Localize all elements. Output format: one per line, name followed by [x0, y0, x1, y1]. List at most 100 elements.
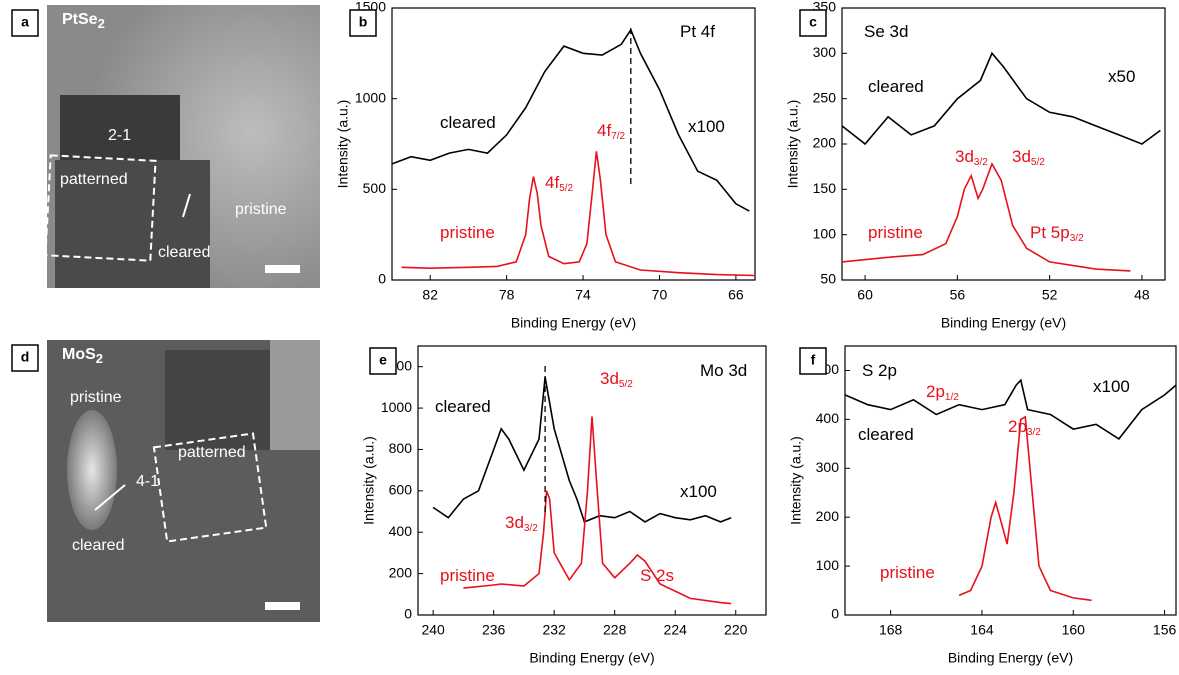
annotation: cleared — [868, 77, 924, 96]
spectrum-line — [463, 416, 732, 605]
annotation: cleared — [858, 425, 914, 444]
annotation-sub: 1/2 — [945, 392, 959, 403]
y-tick-label: 300 — [816, 459, 840, 475]
y-tick-label: 1000 — [355, 89, 386, 105]
panel-label: a — [21, 14, 29, 30]
y-tick-label: 100 — [813, 225, 837, 241]
annotation-sub: 5/2 — [1031, 157, 1045, 168]
annotation-text: S 2s — [640, 566, 674, 585]
annotation-text: x100 — [680, 482, 717, 501]
annotation-sub: 5/2 — [559, 183, 573, 194]
x-tick-label: 236 — [482, 622, 506, 638]
spectrum-line — [391, 28, 750, 212]
annotation-sub: 3/2 — [1070, 233, 1084, 244]
y-tick-label: 100 — [816, 557, 840, 573]
y-tick-label: 400 — [816, 410, 840, 426]
y-tick-label: 1000 — [381, 399, 412, 415]
x-tick-label: 82 — [422, 287, 438, 303]
y-tick-label: 300 — [813, 44, 837, 60]
annotation-sub: 3/2 — [524, 523, 538, 534]
region-label: patterned — [60, 171, 128, 188]
region-label: cleared — [158, 244, 210, 261]
x-tick-label: 232 — [542, 622, 566, 638]
plot-frame — [391, 7, 756, 281]
panel-title: PtSe2 — [62, 11, 105, 31]
annotation-sub: 3/2 — [974, 157, 988, 168]
title-sub: 2 — [96, 351, 103, 366]
annotation-text: pristine — [440, 223, 495, 242]
annotation-text: pristine — [440, 566, 495, 585]
marker-label: 4-1 — [136, 473, 159, 490]
annotation-sub: 5/2 — [619, 379, 633, 390]
y-tick-label: 0 — [404, 606, 412, 622]
bright-region — [67, 410, 117, 530]
annotation-text: cleared — [858, 425, 914, 444]
annotation-text: S 2p — [862, 361, 897, 380]
x-tick-label: 56 — [950, 287, 966, 303]
annotation: Mo 3d — [700, 361, 747, 380]
annotation-text: Mo 3d — [700, 361, 747, 380]
y-axis-label: Intensity (a.u.) — [788, 436, 804, 525]
annotation: Se 3d — [864, 22, 908, 41]
y-axis-label: Intensity (a.u.) — [335, 100, 351, 189]
arrow — [182, 193, 191, 218]
y-tick-label: 0 — [831, 606, 839, 622]
x-tick-label: 52 — [1042, 287, 1058, 303]
y-tick-label: 250 — [813, 89, 837, 105]
x-tick-label: 78 — [499, 287, 515, 303]
annotation-text: 2p — [1008, 417, 1027, 436]
panel-label-box — [799, 9, 827, 37]
panel-title: MoS2 — [62, 346, 103, 366]
annotation: 3d5/2 — [600, 369, 633, 389]
annotation: 3d5/2 — [1012, 147, 1045, 167]
title-text: PtSe — [62, 11, 98, 28]
y-tick-label: 150 — [813, 180, 837, 196]
annotation: x100 — [688, 117, 725, 136]
x-tick-label: 168 — [879, 622, 903, 638]
annotation: pristine — [880, 563, 935, 582]
flake-region — [55, 160, 210, 288]
x-tick-label: 74 — [575, 287, 591, 303]
spectrum-line — [841, 51, 1161, 146]
annotation-text: 3d — [600, 369, 619, 388]
y-tick-label: 0 — [378, 271, 386, 287]
y-tick-label: 800 — [389, 440, 413, 456]
annotation-text: 4f — [597, 121, 611, 140]
y-tick-label: 50 — [820, 271, 836, 287]
annotation-text: cleared — [440, 113, 496, 132]
annotation-text: x100 — [1093, 377, 1130, 396]
annotation: S 2s — [640, 566, 674, 585]
flake-region — [165, 350, 273, 450]
region-label: pristine — [70, 389, 122, 406]
annotation: Pt 5p3/2 — [1030, 223, 1084, 243]
panel-label-box — [799, 347, 827, 375]
annotation: x100 — [1093, 377, 1130, 396]
panel-label-box — [11, 344, 39, 372]
x-tick-label: 66 — [728, 287, 744, 303]
region-label: cleared — [72, 537, 124, 554]
scale-bar — [265, 602, 300, 610]
chart-panel: 020040060080010001200240236232228224220B… — [361, 345, 767, 666]
annotation: pristine — [440, 566, 495, 585]
x-axis-label: Binding Energy (eV) — [941, 315, 1066, 331]
region-label: pristine — [235, 201, 287, 218]
annotation: cleared — [435, 397, 491, 416]
annotation: pristine — [440, 223, 495, 242]
annotation: Pt 4f — [680, 22, 715, 41]
x-tick-label: 70 — [652, 287, 668, 303]
panel-label: d — [21, 349, 30, 365]
annotation: 4f7/2 — [597, 121, 626, 141]
panel-label-box — [11, 9, 39, 37]
spectrum-line — [958, 415, 1092, 602]
plot-frame — [844, 345, 1177, 616]
image-panel-a: a PtSe2 2-1 patterned cleared pristine — [11, 5, 320, 288]
panel-label: f — [811, 352, 816, 368]
patterned-box — [44, 154, 157, 262]
spectrum-line — [432, 376, 732, 523]
annotation-text: x100 — [688, 117, 725, 136]
x-tick-label: 220 — [724, 622, 748, 638]
